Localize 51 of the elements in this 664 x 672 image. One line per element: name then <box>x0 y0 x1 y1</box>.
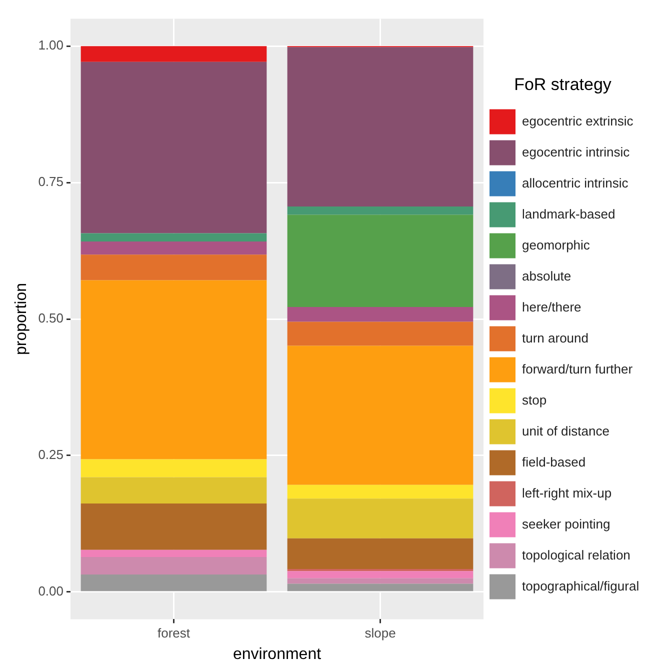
bar <box>287 571 474 578</box>
bar <box>287 498 474 538</box>
legend-label: topological relation <box>522 547 630 562</box>
x-tick-label: slope <box>364 626 396 641</box>
bar <box>287 484 474 499</box>
bar <box>287 306 474 322</box>
bar <box>287 538 474 569</box>
bar <box>80 62 267 234</box>
legend-label: field-based <box>522 454 586 470</box>
bar <box>287 584 474 592</box>
bar <box>287 578 474 584</box>
legend-label: left-right mix-up <box>522 485 612 500</box>
legend-label: allocentric intrinsic <box>522 175 629 190</box>
y-axis-title: proportion <box>13 282 30 356</box>
bar <box>80 574 267 592</box>
legend-label: landmark-based <box>522 206 616 222</box>
legend-title: FoR strategy <box>514 74 612 94</box>
bar <box>80 477 267 504</box>
bar <box>287 214 474 307</box>
bar <box>80 241 267 255</box>
legend-label: egocentric extrinsic <box>522 113 634 128</box>
bar <box>80 556 267 574</box>
bar <box>80 233 267 242</box>
legend-label: geomorphic <box>522 237 590 252</box>
x-tick-label: forest <box>157 626 190 641</box>
y-tick-label: 0.50 <box>38 310 64 326</box>
bar <box>287 346 474 485</box>
legend-label: unit of distance <box>522 423 610 438</box>
bar <box>80 46 267 62</box>
legend-label: here/there <box>522 299 582 314</box>
bar <box>80 280 267 460</box>
bar <box>287 568 474 572</box>
legend-label: egocentric intrinsic <box>522 144 630 160</box>
bar <box>287 322 474 346</box>
legend-label: turn around <box>522 330 588 346</box>
bar <box>80 459 267 478</box>
legend-label: forward/turn further <box>522 361 634 376</box>
y-tick-label: 0.00 <box>38 583 64 598</box>
y-tick-label: 0.75 <box>38 174 64 190</box>
bar <box>80 503 267 550</box>
legend-label: seeker pointing <box>522 516 610 532</box>
legend-label: absolute <box>522 268 572 284</box>
bar <box>80 254 267 280</box>
y-tick-label: 1.00 <box>38 38 64 53</box>
x-axis-title: environment <box>232 646 322 663</box>
legend-label: topographical/figural <box>522 578 640 594</box>
bar <box>80 550 267 557</box>
legend-label: stop <box>522 392 547 408</box>
bar <box>287 47 474 207</box>
y-tick-label: 0.25 <box>38 447 64 462</box>
bar <box>287 206 474 215</box>
